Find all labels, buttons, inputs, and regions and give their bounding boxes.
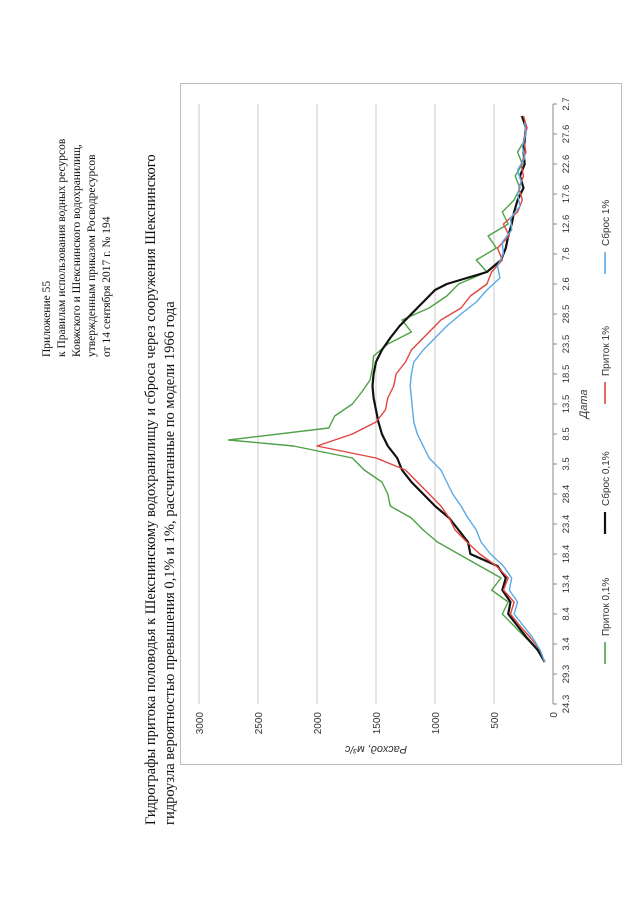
x-tick-label: 18.5: [561, 365, 572, 384]
y-tick-label: 500: [490, 712, 501, 729]
series-line-1: [227, 115, 546, 663]
x-tick-label: 13.5: [561, 395, 572, 414]
x-tick-label: 29.3: [561, 665, 572, 684]
legend-label: Приток 0,1%: [601, 578, 612, 636]
legend-label: Приток 1%: [601, 326, 612, 376]
x-tick-label: 2.7: [561, 97, 572, 110]
x-tick-label: 13.4: [561, 575, 572, 594]
x-tick-label: 3.5: [561, 457, 572, 470]
chart-title-line: гидроузла вероятностью превышения 0,1% и…: [162, 301, 178, 825]
y-tick-label: 1000: [431, 712, 442, 735]
header-line: к Правилам использования водных ресурсов: [56, 138, 68, 357]
y-tick-label: 1500: [372, 712, 383, 735]
x-tick-label: 7.6: [561, 247, 572, 260]
y-tick-label: 3000: [195, 712, 206, 735]
hydrograph-chart: 0 500 1000 1500 2000 2500 3000 Расход, м³/с 24.3…: [195, 97, 612, 755]
x-tick-label: 22.6: [561, 155, 572, 174]
legend-label: Сброс 0,1%: [600, 451, 612, 506]
x-tick-label: 18.4: [561, 545, 572, 564]
x-tick-label: 27.6: [561, 125, 572, 144]
x-axis-title: Дата: [578, 389, 590, 420]
x-tick-label: 8.4: [561, 607, 572, 620]
header-line: утвержденным приказом Росводресурсов: [86, 154, 98, 357]
x-tick-label: 3.4: [561, 637, 572, 650]
chart-frame: 0 500 1000 1500 2000 2500 3000 Расход, м³/с 24.3…: [180, 83, 622, 765]
x-tick-label: 23.4: [561, 515, 572, 534]
y-tick-label: 0: [549, 712, 560, 718]
x-tick-label: 2.6: [561, 277, 572, 290]
series-line-4: [409, 121, 546, 663]
header-line: Ковжского и Шекснинского водохранилищ,: [71, 144, 83, 357]
x-tick-label: 24.3: [561, 695, 572, 714]
chart-title-line: Гидрографы притока половодья к Шекснинск…: [143, 154, 159, 825]
x-tick-label: 23.5: [561, 335, 572, 354]
x-tick-label: 28.5: [561, 305, 572, 324]
x-tick-label: 28.4: [561, 485, 572, 504]
header-line: от 14 сентября 2017 г. № 194: [101, 216, 113, 357]
header-line: Приложение 55: [41, 280, 53, 357]
appendix-header: Приложение 55 к Правилам использования в…: [40, 17, 115, 357]
y-tick-label: 2000: [313, 712, 324, 735]
y-axis-title: Расход, м³/с: [344, 743, 407, 755]
y-tick-label: 2500: [254, 712, 265, 735]
chart-title: Гидрографы притока половодья к Шекснинск…: [142, 65, 180, 825]
x-tick-label: 17.6: [561, 185, 572, 204]
x-tick-label: 8.5: [561, 427, 572, 440]
x-tick-label: 12.6: [561, 215, 572, 234]
legend-label: Сброс 1%: [600, 200, 612, 246]
series-line-3: [316, 115, 546, 663]
